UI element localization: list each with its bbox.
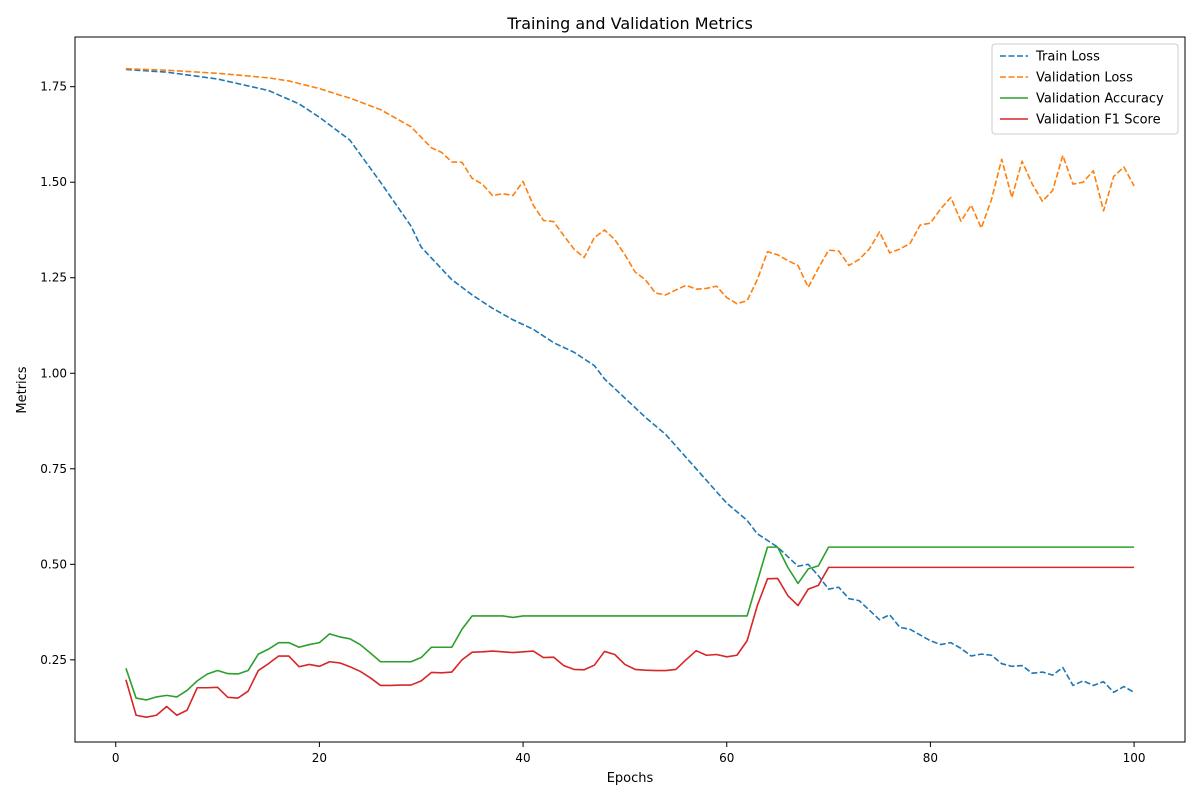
legend-box	[991, 43, 1179, 135]
x-tick-label: 40	[515, 751, 530, 765]
chart-title: Training and Validation Metrics	[506, 14, 753, 33]
legend-label: Train Loss	[1035, 50, 1100, 65]
y-tick-label: 1.25	[40, 271, 67, 285]
x-tick-label: 80	[923, 751, 938, 765]
y-tick-label: 1.00	[40, 366, 67, 380]
series-line-1	[125, 68, 1135, 694]
x-axis-title: Epochs	[607, 771, 654, 786]
series-layer	[125, 67, 1135, 718]
legend-label: Validation Accuracy	[1036, 92, 1164, 107]
y-tick-label: 1.75	[40, 80, 67, 94]
x-axis: 0 20 40 60 80 100	[112, 742, 1146, 765]
series-line-3	[125, 546, 1135, 701]
legend: Train Loss Validation Loss Validation Accu…	[991, 43, 1179, 135]
x-tick-label: 0	[112, 751, 120, 765]
x-tick-label: 20	[312, 751, 327, 765]
y-tick-label: 1.50	[40, 175, 67, 189]
y-tick-label: 0.25	[40, 653, 67, 667]
legend-label: Validation Loss	[1036, 71, 1133, 86]
plot-frame	[74, 36, 1186, 743]
y-axis: 0.25 0.50 0.75 1.00 1.25 1.50 1.75	[40, 80, 75, 667]
y-tick-label: 0.50	[40, 557, 67, 571]
y-tick-label: 0.75	[40, 462, 67, 476]
series-line-2	[125, 67, 1135, 305]
y-axis-title: Metrics	[15, 366, 30, 413]
legend-label: Validation F1 Score	[1036, 113, 1161, 128]
series-line-4	[125, 566, 1135, 718]
x-tick-label: 100	[1123, 751, 1146, 765]
x-tick-label: 60	[719, 751, 734, 765]
